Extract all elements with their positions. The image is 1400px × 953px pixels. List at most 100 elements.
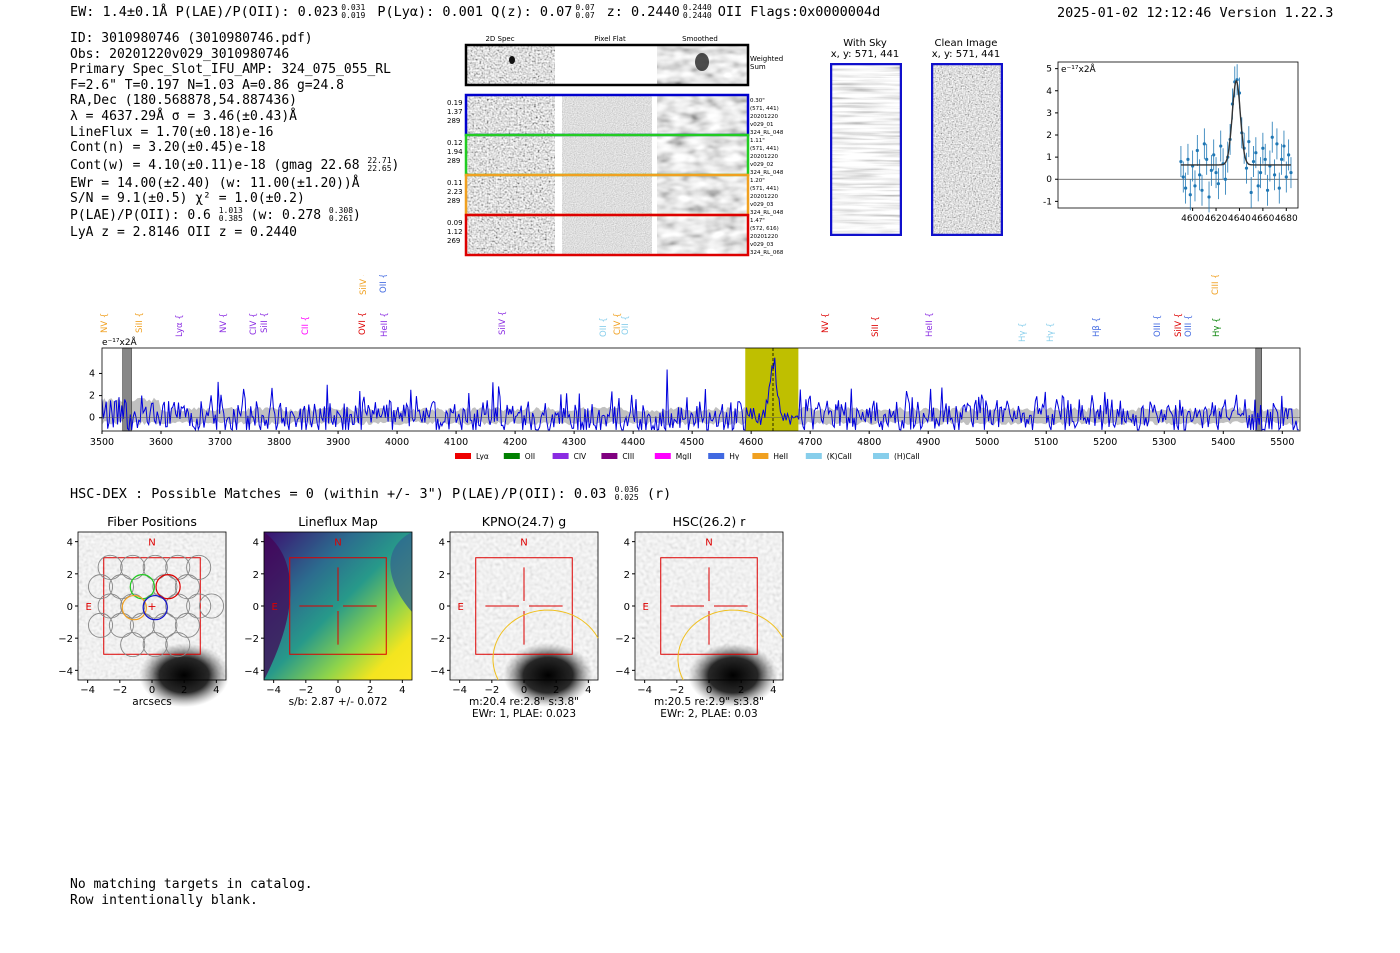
x-tick-label: 4 [770, 685, 776, 696]
panel-subtitle: m:20.4 re:2.8" s:3.8" [469, 696, 579, 708]
line-label: OIII { [1153, 315, 1163, 337]
data-point [1198, 173, 1202, 177]
legend-label: Hγ [729, 452, 740, 460]
line-label-text: OVI { [358, 312, 368, 335]
info-line: P(LAE)/P(OII): 0.6 1.013 0.385 (w: 0.278 … [70, 206, 361, 224]
info-line: ID: 3010980746 (3010980746.pdf) [70, 31, 313, 46]
panel-subtitle: m:20.5 re:2.9" s:3.8" [654, 696, 764, 708]
info-line: Cont(n) = 3.20(±0.45)e-18 [70, 140, 266, 156]
panel-title: HSC(26.2) r [673, 514, 747, 529]
footer-line: No matching targets in catalog. [70, 877, 313, 892]
line-label-text: NV { [219, 313, 229, 333]
line-label: HeII { [380, 312, 390, 337]
fiber-circle [186, 554, 212, 580]
info-line: λ = 4637.29Å σ = 3.46(±0.43)Å [70, 108, 297, 124]
line-label: HeII { [925, 312, 935, 337]
fiber-circle [108, 574, 134, 600]
line-label-text: Hγ { [1212, 317, 1222, 337]
highlight-region [745, 348, 799, 431]
aperture-box [660, 557, 758, 655]
header-flags: OII Flags:0x0000004d [717, 4, 881, 20]
line-label: OII { [379, 275, 389, 293]
hsc-text: HSC-DEX : Possible Matches = 0 (within +… [70, 486, 607, 502]
x-tick-label: 2 [367, 685, 373, 696]
data-point [1214, 171, 1218, 175]
panel-subtitle: EWr: 1, PLAE: 0.023 [472, 708, 576, 720]
cutout-pixelflat [562, 176, 652, 214]
cutout-smoothed [657, 96, 749, 134]
y-tick-label: 4 [1046, 87, 1052, 97]
sup-hi: 0.2440 [682, 3, 712, 12]
panel-title: KPNO(24.7) g [482, 514, 566, 529]
y-tick-label: 4 [253, 538, 259, 549]
line-label: NV { [219, 313, 229, 333]
legend-swatch [805, 453, 822, 459]
x-tick-label: 4600 [1181, 214, 1204, 224]
imaging-panel: Fiber Positions N E + −4 −4 −2 −2 0 0 2 2 4 4 arcsecs [58, 514, 230, 708]
x-tick-label: 0 [706, 685, 712, 696]
line-label-text: SiII { [260, 312, 270, 333]
y-tick-label: −2 [244, 634, 259, 645]
cutout-left-label: 0.12 1.94 289 [447, 139, 463, 165]
legend-label: HeII [773, 452, 788, 460]
y-tick-label: 2 [89, 391, 95, 402]
zoom-line-fit-chart: 4600 4620 4640 4660 4680 -1 0 1 2 3 4 5 e⁻¹⁷x2Å [1043, 61, 1299, 224]
y-tick-label: -1 [1043, 197, 1052, 207]
lineflux-lowregion [264, 532, 291, 680]
plot-frame [101, 347, 1301, 432]
x-tick-label: 0 [335, 685, 341, 696]
line-label: CIII { [1211, 275, 1221, 295]
data-point [1188, 193, 1192, 197]
line-label: Lyα { [175, 314, 185, 337]
y-tick-label: 1 [1046, 153, 1052, 163]
data-point [1277, 186, 1281, 190]
line-label: OVI { [358, 312, 368, 335]
line-label-text: NV { [100, 313, 110, 333]
data-point [1249, 190, 1253, 195]
legend-swatch [455, 453, 471, 459]
col-title-pixelflat: Pixel Flat [594, 35, 626, 43]
cutout-row: 0.09 1.12 269 1.47" (572, 616) 20201220 v029_0… [447, 213, 784, 257]
x-tick-label: −4 [637, 685, 652, 696]
x-tick-label: 5200 [1093, 437, 1117, 448]
info-line: Obs: 20201220v029_3010980746 [70, 46, 290, 62]
x-tick-label: 4400 [621, 437, 645, 448]
fiber-circle-highlight [155, 574, 181, 600]
line-label-text: Hβ { [1092, 317, 1102, 337]
sup-lo: 0.07 [575, 11, 595, 20]
cutout-pixelflat [562, 96, 652, 134]
header-ew-plae: EW: 1.4±0.1Å P(LAE)/P(OII): 0.023 [70, 4, 339, 20]
hsc-dex-summary: HSC-DEX : Possible Matches = 0 (within +… [70, 486, 671, 503]
detection-info: ID: 3010980746 (3010980746.pdf) Obs: 202… [70, 31, 399, 241]
line-labels: NV {SiII {Lyα {NV {CIV {SiII {CII {OVI {… [100, 275, 1222, 342]
bright-source [139, 643, 230, 708]
compass-east: E [85, 602, 91, 613]
line-label-text: OIII { [1153, 315, 1163, 337]
cutout-right-label: 1.11" (571, 441) 20201220 v029_02 324_RL_048 [750, 138, 784, 176]
aperture-box [289, 557, 387, 655]
x-tick-label: 4900 [916, 437, 940, 448]
line-label: Hγ { [1046, 322, 1056, 342]
line-label-text: Hγ { [1046, 322, 1056, 342]
cutout-smoothed [657, 216, 749, 254]
panel-title: Lineflux Map [298, 514, 378, 529]
x-tick-label: 4660 [1251, 214, 1274, 224]
line-label-text: SiII { [135, 312, 145, 333]
x-tick-label: 2 [738, 685, 744, 696]
y-tick-label: 2 [253, 570, 259, 581]
y-tick-label: −4 [58, 666, 73, 677]
y-tick-label: 4 [89, 368, 95, 379]
data-point [1216, 182, 1220, 186]
with-sky-header: With Sky x, y: 571, 441 [826, 38, 904, 60]
panel-subtitle: s/b: 2.87 +/- 0.072 [289, 696, 388, 708]
imaging-panel: KPNO(24.7) g N E −4 −4 −2 −2 0 0 2 2 4 4 m:20.4 re:2.… [430, 514, 599, 720]
y-tick-label: 0 [89, 413, 95, 424]
cutout-right-label: 0.30" (571, 441) 20201220 v029_01 324_RL_048 [750, 98, 784, 136]
line-label-text: SiIV { [498, 311, 508, 335]
line-label: SiII { [260, 312, 270, 333]
legend-swatch [708, 453, 725, 459]
y-tick-label: 0 [67, 602, 73, 613]
x-tick-label: 4 [213, 685, 219, 696]
line-label: OII { [621, 315, 631, 335]
data-point [1219, 144, 1223, 148]
